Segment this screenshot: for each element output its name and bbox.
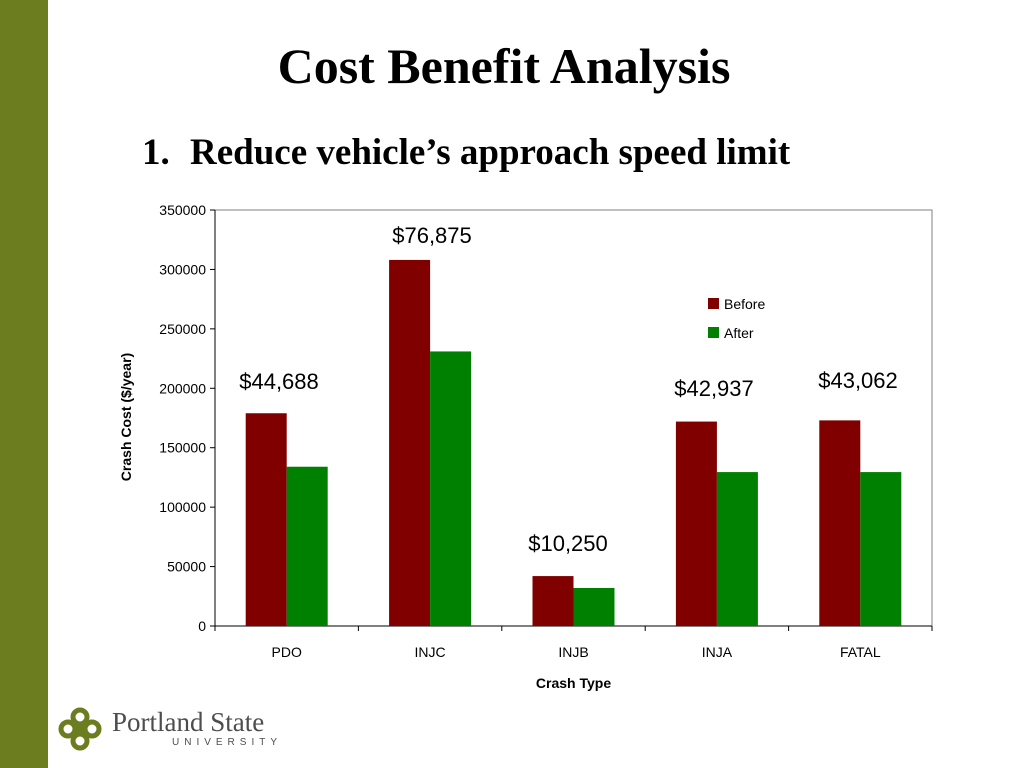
y-tick-label: 350000 <box>159 202 206 218</box>
x-tick-label: INJB <box>558 644 588 660</box>
y-tick-label: 50000 <box>167 559 206 575</box>
psu-logo-icon <box>58 707 102 751</box>
y-tick-label: 250000 <box>159 321 206 337</box>
bar-after-injc <box>430 351 472 626</box>
bar-after-injb <box>573 587 615 626</box>
bar-before-injb <box>532 576 574 626</box>
y-axis-title: Crash Cost ($/year) <box>118 353 134 481</box>
x-tick-label: INJC <box>415 644 446 660</box>
y-tick-label: 200000 <box>159 380 206 396</box>
y-tick-label: 0 <box>198 618 206 634</box>
bar-after-inja <box>716 472 758 626</box>
x-tick-label: FATAL <box>840 644 881 660</box>
logo-name: Portland State <box>112 707 265 737</box>
y-tick-label: 300000 <box>159 261 206 277</box>
bar-chart: 0 50000 100000 150000 200000 250000 300000 3500… <box>118 202 933 691</box>
slide-subtitle: 1. Reduce vehicle’s approach speed limit <box>142 130 790 176</box>
logo-subtitle: UNIVERSITY <box>172 737 283 748</box>
x-tick-label: INJA <box>702 644 733 660</box>
bar-after-pdo <box>286 466 328 626</box>
bar-before-inja <box>675 421 717 626</box>
legend-swatch-after <box>708 327 719 338</box>
subtitle-text: Reduce vehicle’s approach speed limit <box>190 132 791 173</box>
legend-swatch-before <box>708 298 719 309</box>
subtitle-number: 1. <box>142 132 170 173</box>
y-tick-label: 100000 <box>159 499 206 515</box>
university-logo: Portland State UNIVERSITY <box>58 703 282 755</box>
bar-before-pdo <box>245 413 287 626</box>
savings-annotation: $10,250 <box>528 531 608 556</box>
legend-label-after: After <box>724 325 754 341</box>
savings-annotation: $44,688 <box>239 369 319 394</box>
bar-before-fatal <box>819 420 861 626</box>
plot-area <box>214 209 933 627</box>
legend-label-before: Before <box>724 296 765 312</box>
savings-annotation: $43,062 <box>818 368 898 393</box>
y-tick-label: 150000 <box>159 440 206 456</box>
savings-annotation: $76,875 <box>392 223 472 248</box>
x-axis-title: Crash Type <box>536 675 611 691</box>
bar-after-fatal <box>860 472 902 626</box>
side-accent-bar <box>0 0 48 768</box>
slide-title: Cost Benefit Analysis <box>277 38 731 94</box>
x-tick-label: PDO <box>272 644 302 660</box>
bar-before-injc <box>389 259 431 626</box>
savings-annotation: $42,937 <box>674 376 754 401</box>
